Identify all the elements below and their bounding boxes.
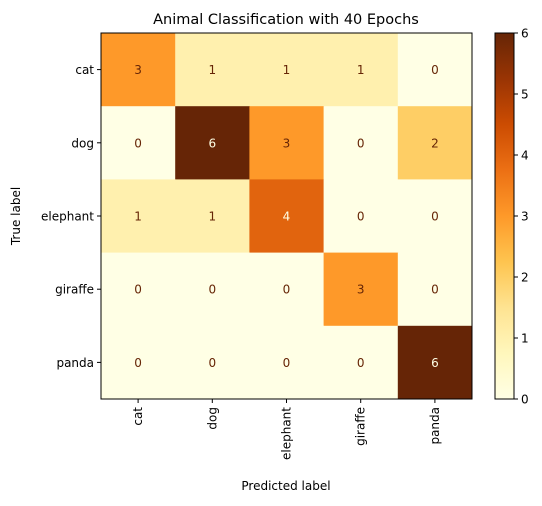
cell-value-label: 6 <box>431 356 439 370</box>
colorbar-tick-label: 5 <box>521 88 529 102</box>
chart-title: Animal Classification with 40 Epochs <box>153 12 419 28</box>
x-axis: cat dog elephant giraffe panda <box>131 399 442 460</box>
heatmap-cell <box>397 252 473 327</box>
heatmap-cell <box>323 106 399 180</box>
heatmap-cell <box>397 33 473 107</box>
cell-value-label: 1 <box>208 63 216 77</box>
cell-value-label: 4 <box>283 210 291 224</box>
y-tick-label: cat <box>75 63 94 77</box>
y-tick-label: dog <box>71 136 94 150</box>
heatmap-cell <box>175 33 250 107</box>
heatmap-cell <box>175 325 250 400</box>
x-tick-label: panda <box>428 407 442 445</box>
cell-value-label: 0 <box>283 356 291 370</box>
cell-value-label: 3 <box>283 136 291 150</box>
heatmap-cell <box>175 252 250 327</box>
heatmap-cell-labels: 3 1 1 1 0 0 6 3 0 2 1 1 4 0 0 0 0 0 3 0 0 0 0 0 6 <box>134 63 438 370</box>
heatmap-cells <box>101 33 473 400</box>
cell-value-label: 3 <box>134 63 142 77</box>
heatmap-cell <box>101 106 176 180</box>
cell-value-label: 0 <box>283 283 291 297</box>
cell-value-label: 0 <box>357 136 365 150</box>
heatmap-cell <box>249 252 325 327</box>
cell-value-label: 0 <box>431 63 439 77</box>
cell-value-label: 0 <box>357 210 365 224</box>
colorbar-tick-label: 3 <box>521 210 529 224</box>
y-tick-label: panda <box>56 356 94 370</box>
heatmap-cell <box>397 179 473 254</box>
y-tick-label: elephant <box>41 210 94 224</box>
heatmap-cell <box>101 179 176 254</box>
cell-value-label: 0 <box>208 356 216 370</box>
heatmap-cell <box>175 106 250 180</box>
cell-value-label: 0 <box>134 136 142 150</box>
heatmap-cell <box>323 179 399 254</box>
colorbar-gradient <box>494 32 515 400</box>
cell-value-label: 2 <box>431 136 439 150</box>
heatmap-cell <box>101 33 176 107</box>
colorbar-tick-label: 6 <box>521 27 529 41</box>
heatmap-cell <box>249 325 325 400</box>
heatmap-cell <box>323 252 399 327</box>
heatmap-cell <box>101 325 176 400</box>
heatmap-cell <box>175 179 250 254</box>
cell-value-label: 0 <box>134 356 142 370</box>
y-tick-label: giraffe <box>55 283 94 297</box>
cell-value-label: 0 <box>134 283 142 297</box>
heatmap-cell <box>101 252 176 327</box>
heatmap-cell <box>249 179 325 254</box>
y-axis: cat dog elephant giraffe panda <box>41 63 101 370</box>
cell-value-label: 0 <box>431 210 439 224</box>
cell-value-label: 0 <box>431 283 439 297</box>
x-tick-label: giraffe <box>354 407 368 446</box>
x-tick-label: dog <box>205 407 219 430</box>
cell-value-label: 1 <box>357 63 365 77</box>
y-axis-label: True label <box>9 187 23 246</box>
colorbar-tick-label: 2 <box>521 271 529 285</box>
colorbar: 0 1 2 3 4 5 6 <box>494 27 529 407</box>
cell-value-label: 0 <box>208 283 216 297</box>
heatmap-cell <box>397 106 473 180</box>
cell-value-label: 1 <box>283 63 291 77</box>
cell-value-label: 1 <box>208 210 216 224</box>
heatmap-cell <box>397 325 473 400</box>
colorbar-tick-label: 1 <box>521 332 529 346</box>
colorbar-tick-label: 0 <box>521 393 529 407</box>
heatmap-cell <box>323 33 399 107</box>
cell-value-label: 3 <box>357 283 365 297</box>
x-tick-label: cat <box>131 407 145 426</box>
cell-value-label: 6 <box>208 136 216 150</box>
cell-value-label: 1 <box>134 210 142 224</box>
x-axis-label: Predicted label <box>241 479 330 493</box>
x-tick-label: elephant <box>280 407 294 460</box>
heatmap-cell <box>323 325 399 400</box>
cell-value-label: 0 <box>357 356 365 370</box>
heatmap-cell <box>249 33 325 107</box>
heatmap-cell <box>249 106 325 180</box>
colorbar-tick-label: 4 <box>521 149 529 163</box>
